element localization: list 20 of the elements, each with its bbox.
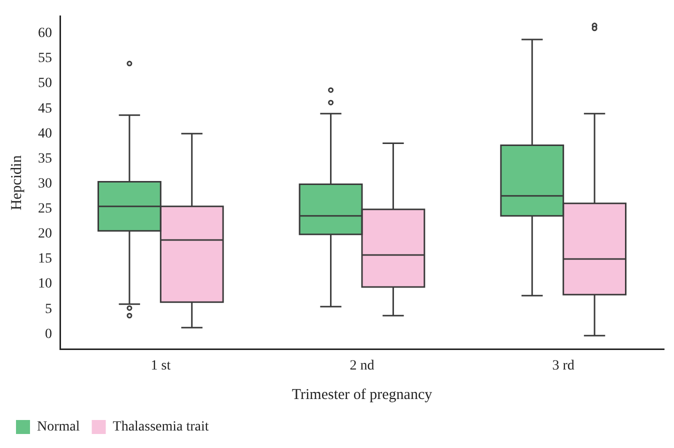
legend-label: Normal <box>37 420 80 435</box>
y-tick-label: 15 <box>38 252 52 267</box>
y-tick-label: 60 <box>38 26 52 42</box>
y-tick-label: 0 <box>45 326 52 342</box>
x-tick-label: 2 nd <box>350 358 374 374</box>
y-tick-label: 5 <box>45 302 52 317</box>
y-tick-label: 10 <box>38 276 52 292</box>
x-axis-title: Trimester of pregnancy <box>292 386 433 403</box>
y-tick-label: 45 <box>38 101 52 116</box>
x-tick-label: 3 rd <box>552 358 574 374</box>
y-tick-label: 55 <box>38 51 52 66</box>
y-tick-label: 40 <box>38 126 52 142</box>
legend-label: Thalassemia trait <box>112 420 209 435</box>
x-tick-label: 1 st <box>150 358 171 374</box>
y-tick-label: 25 <box>38 202 52 217</box>
y-tick-label: 20 <box>38 226 52 242</box>
y-tick-label: 50 <box>38 76 52 92</box>
y-tick-label: 30 <box>38 176 52 192</box>
y-axis-title: Hepcidin <box>8 154 25 210</box>
y-tick-label: 35 <box>38 151 52 166</box>
